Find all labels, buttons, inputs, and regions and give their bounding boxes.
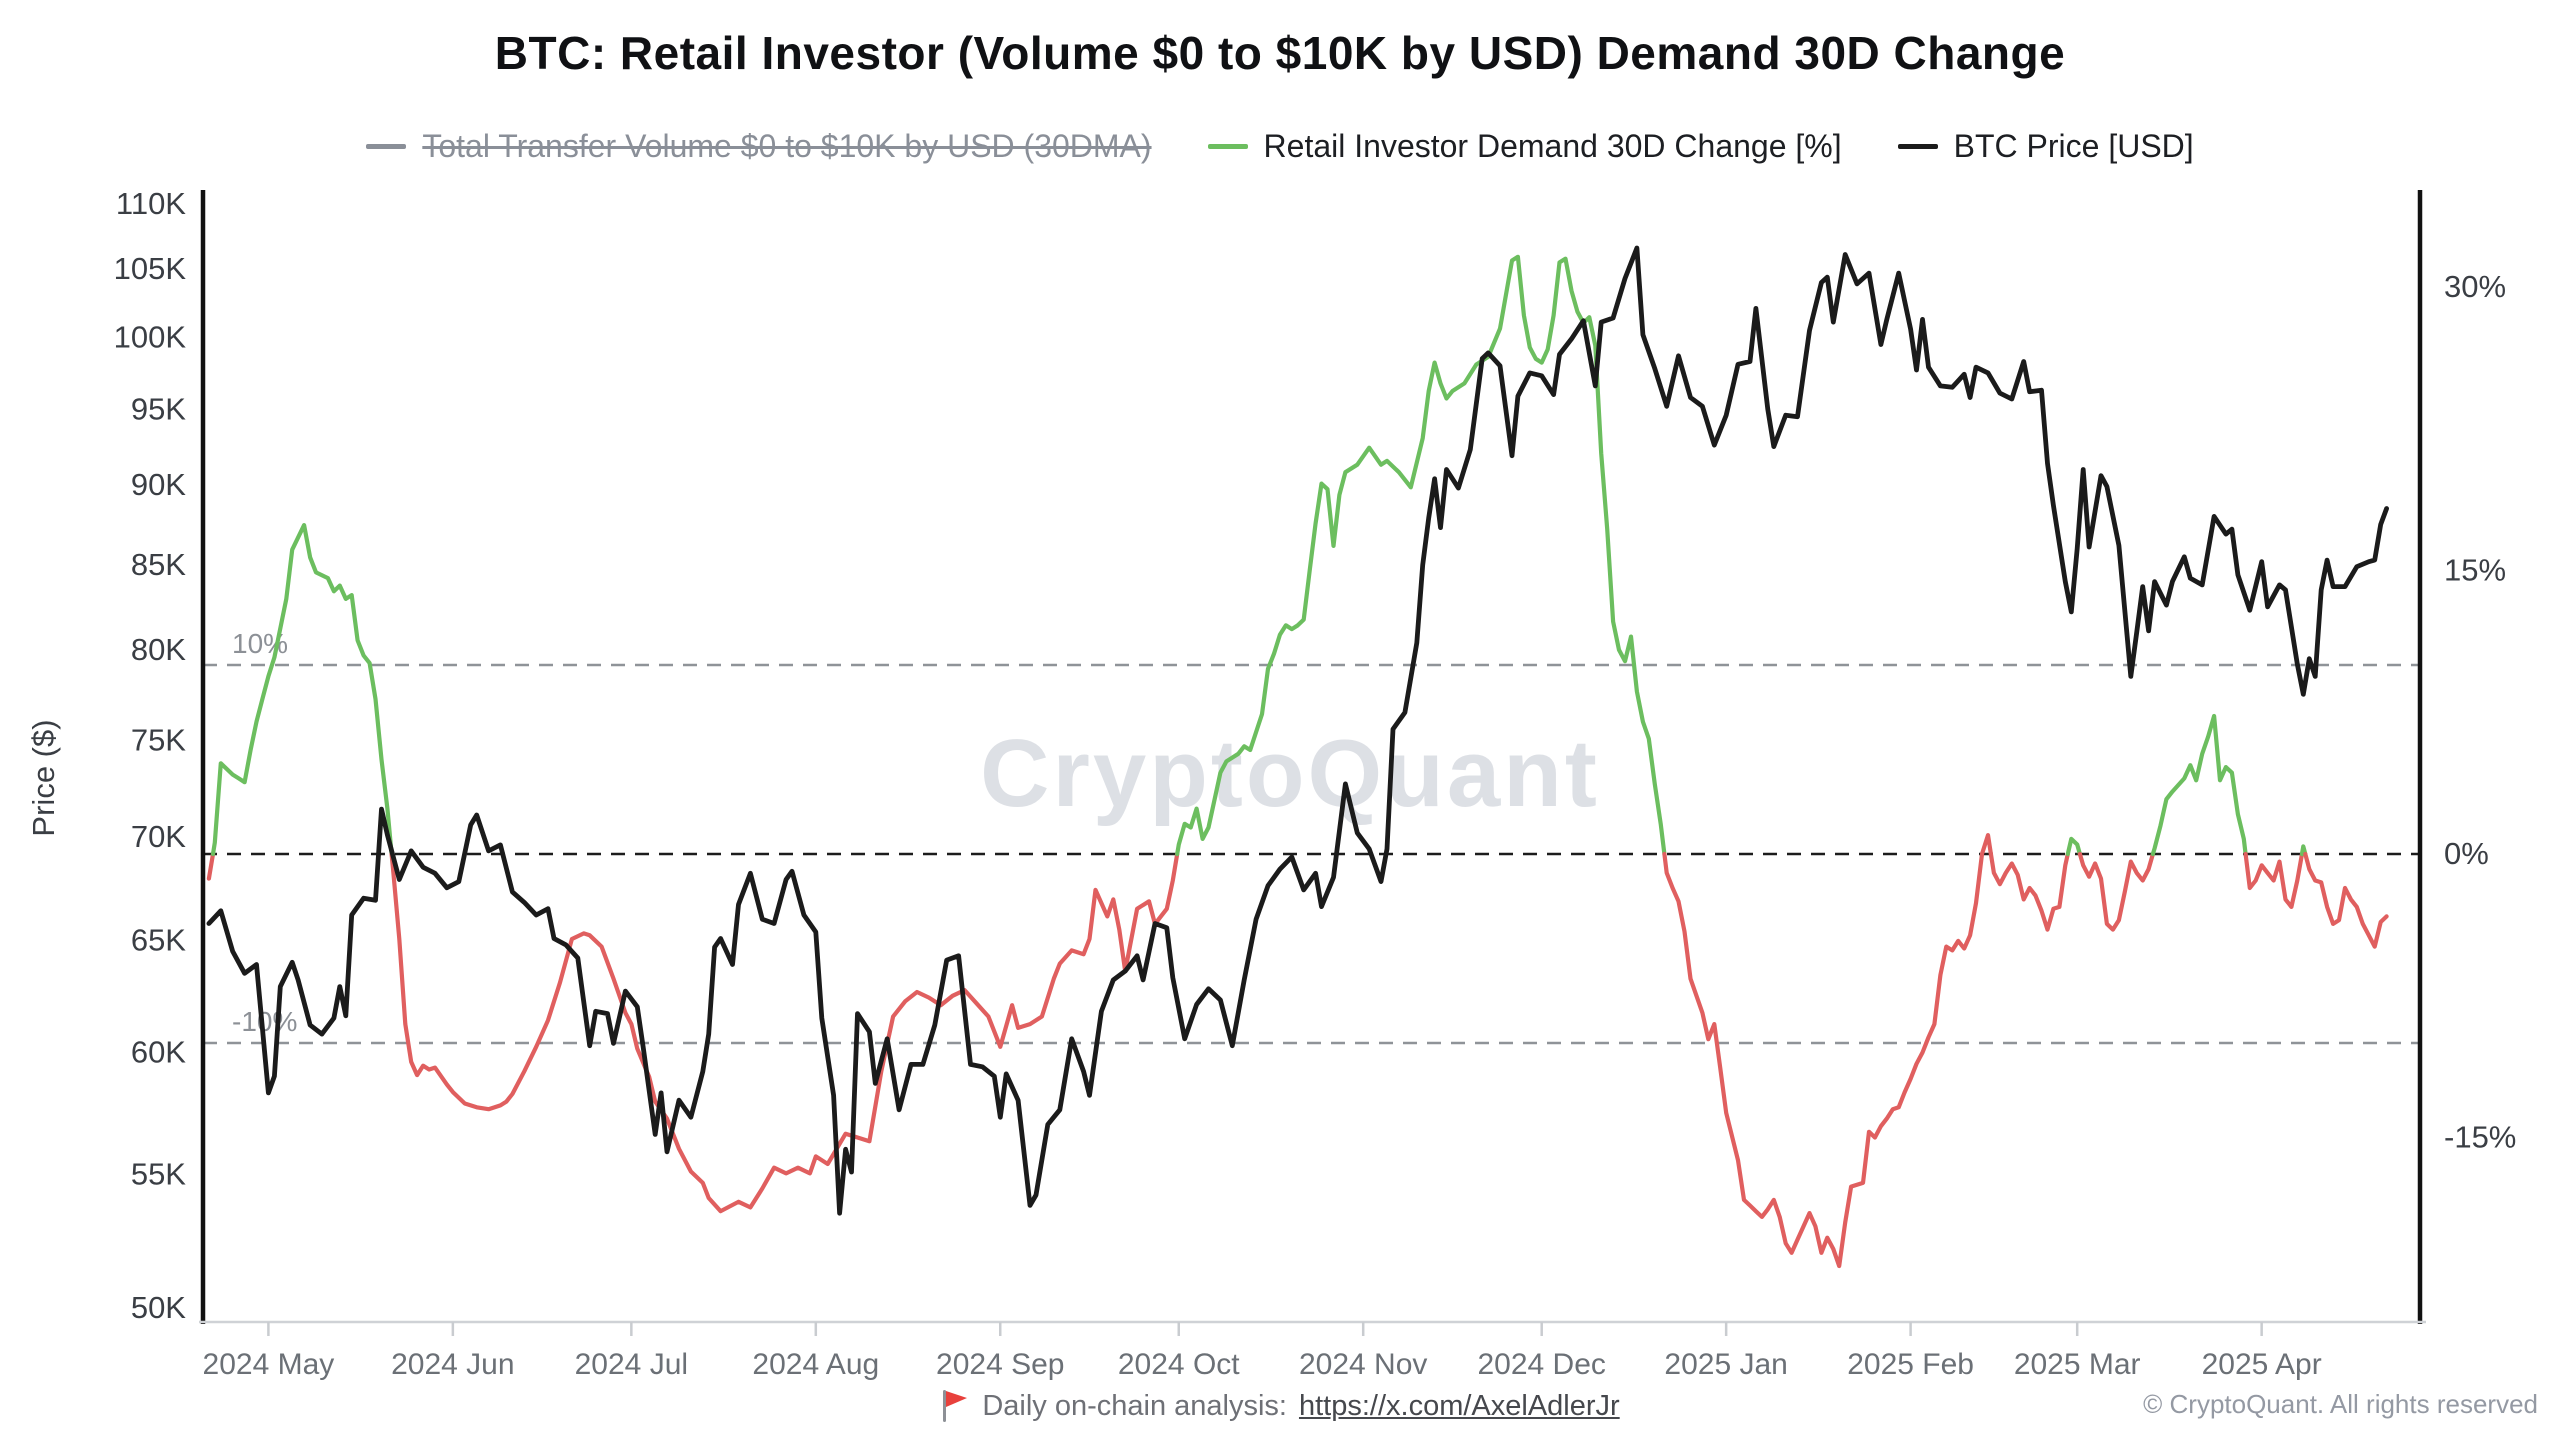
x-tick-label: 2025 Jan (1664, 1348, 1787, 1381)
y-right-tick-label: 0% (2444, 836, 2489, 871)
y-left-tick-label: 105K (114, 251, 187, 286)
legend-item-transfer-volume[interactable]: Total Transfer Volume $0 to $10K by USD … (366, 128, 1152, 165)
demand-line-negative-segment (389, 851, 1180, 1214)
x-tick-label: 2024 May (203, 1348, 335, 1381)
demand-line-negative-segment (2303, 851, 2389, 949)
demand-line-positive-segment (2299, 844, 2308, 857)
x-tick-label: 2024 Nov (1299, 1348, 1427, 1381)
y-left-tick-label: 70K (131, 819, 186, 854)
x-tick-label: 2024 Aug (752, 1348, 879, 1381)
footer-text: Daily on-chain analysis: (982, 1389, 1287, 1422)
legend-item-btc-price[interactable]: BTC Price [USD] (1897, 128, 2194, 165)
footer: Daily on-chain analysis: https://x.com/A… (0, 1388, 2560, 1424)
legend-label: Retail Investor Demand 30D Change [%] (1263, 128, 1842, 164)
btc-price-line (206, 245, 2390, 1216)
y-left-tick-label: 80K (131, 632, 186, 667)
demand-line-negative-segment (1662, 832, 1994, 1269)
x-tick-label: 2024 Sep (936, 1348, 1064, 1381)
y-left-tick-label: 110K (116, 186, 186, 221)
y-left-tick-label: 60K (131, 1035, 186, 1070)
footer-link[interactable]: https://x.com/AxelAdlerJr (1298, 1389, 1620, 1422)
y-left-tick-label: 55K (131, 1157, 186, 1192)
legend-swatch-gray (366, 144, 407, 149)
y-left-tick-label: 100K (114, 319, 187, 354)
y-left-tick-label: 65K (131, 923, 186, 958)
y-right-tick-label: 30% (2444, 269, 2506, 304)
legend-label: Total Transfer Volume $0 to $10K by USD … (422, 128, 1152, 164)
legend-swatch-black (1897, 144, 1938, 149)
x-tick-label: 2025 Feb (1847, 1348, 1974, 1381)
red-flag-icon (943, 1390, 968, 1422)
demand-line-negative-segment (2243, 851, 2305, 910)
y-left-tick-label: 75K (131, 722, 186, 757)
watermark-text: CryptoQuant (980, 720, 1600, 827)
copyright-text: © CryptoQuant. All rights reserved (2143, 1389, 2538, 1419)
x-tick-label: 2024 Oct (1118, 1348, 1240, 1381)
y-left-tick-label: 85K (131, 547, 186, 582)
legend-label: BTC Price [USD] (1953, 128, 2194, 164)
y-right-tick-label: 15% (2444, 553, 2506, 588)
demand-line-negative-segment (206, 851, 216, 881)
x-tick-label: 2024 Dec (1477, 1348, 1605, 1381)
x-tick-label: 2024 Jul (575, 1348, 688, 1381)
legend-swatch-green (1207, 144, 1248, 149)
demand-line-positive-segment (2150, 713, 2248, 857)
y-left-tick-label: 95K (131, 391, 186, 426)
demand-line-positive-segment (210, 522, 394, 857)
demand-line-negative-segment (1988, 851, 2070, 932)
y-left-axis-title: Price ($) (26, 719, 61, 836)
y-right-tick-label: -15% (2444, 1120, 2516, 1155)
x-tick-label: 2025 Mar (2014, 1348, 2141, 1381)
x-tick-label: 2024 Jun (391, 1348, 514, 1381)
y-left-tick-label: 50K (131, 1290, 186, 1325)
demand-line-negative-segment (2077, 851, 2155, 932)
legend: Total Transfer Volume $0 to $10K by USD … (0, 128, 2560, 165)
chart-title: BTC: Retail Investor (Volume $0 to $10K … (494, 27, 2066, 79)
legend-item-retail-demand[interactable]: Retail Investor Demand 30D Change [%] (1207, 128, 1842, 165)
demand-line-positive-segment (2065, 836, 2082, 857)
x-tick-label: 2025 Apr (2202, 1348, 2322, 1381)
y-left-tick-label: 90K (131, 467, 186, 502)
